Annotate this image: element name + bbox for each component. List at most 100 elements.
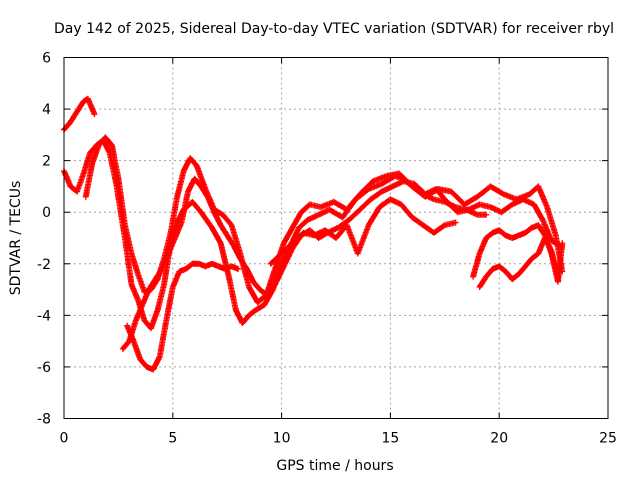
plot-frame (63, 57, 609, 419)
y-tick-label: -8 (37, 412, 51, 428)
y-tick-label: 2 (42, 154, 51, 170)
data-point-markers (158, 251, 171, 272)
data-point-markers (139, 288, 152, 308)
data-point-markers (246, 284, 260, 305)
data-point-markers (476, 236, 489, 257)
data-point-markers (115, 175, 128, 227)
data-point-markers (296, 217, 310, 231)
data-point-markers (156, 319, 169, 360)
data-point-markers (128, 250, 141, 276)
data-point-markers (193, 162, 208, 191)
data-point-markers (145, 277, 158, 293)
data-point-markers (528, 251, 541, 262)
data-point-markers (461, 194, 480, 208)
data-point-markers (228, 222, 243, 255)
data-point-markers (378, 184, 395, 195)
x-tick-label: 25 (599, 431, 617, 447)
series-arc-4 (119, 175, 564, 352)
data-point-marker (452, 219, 459, 226)
chart-title: Day 142 of 2025, Sidereal Day-to-day VTE… (54, 21, 614, 37)
data-point-markers (163, 285, 176, 324)
data-point-markers (154, 282, 167, 314)
data-point-markers (211, 209, 223, 227)
data-point-markers (535, 183, 550, 209)
data-point-markers (343, 192, 362, 213)
data-point-markers (119, 339, 132, 352)
data-point-markers (82, 161, 95, 200)
data-point-markers (74, 99, 86, 115)
series-arc-1 (61, 95, 98, 133)
data-point-markers (252, 302, 266, 314)
x-tick-label: 10 (273, 431, 291, 447)
data-point-markers (470, 251, 483, 280)
data-point-markers (535, 222, 548, 238)
data-point-markers (354, 223, 372, 257)
data-point-markers (237, 255, 249, 271)
data-point-markers (84, 95, 97, 116)
data-point-markers (498, 202, 514, 216)
data-point-markers (496, 263, 508, 274)
data-point-markers (250, 278, 262, 292)
data-point-markers (80, 151, 93, 177)
data-point-markers (544, 204, 559, 237)
data-point-markers (356, 179, 375, 198)
data-point-markers (152, 267, 165, 283)
data-point-markers (487, 183, 506, 197)
data-point-markers (387, 196, 403, 207)
data-point-markers (289, 230, 306, 247)
y-tick-label: -4 (37, 308, 51, 324)
y-tick-label: 0 (42, 205, 51, 221)
data-point-markers (148, 308, 160, 332)
data-point-marker (235, 265, 242, 272)
series-arc-8 (470, 222, 566, 285)
data-point-markers (280, 246, 295, 270)
data-point-markers (135, 271, 147, 294)
data-point-markers (356, 197, 373, 213)
data-point-markers (74, 172, 86, 195)
data-point-markers (433, 186, 449, 204)
series-arc-5 (124, 260, 242, 373)
data-point-markers (185, 177, 197, 195)
axes: 0 5 10 15 20 25 -8 -6 -4 -2 0 2 4 6 (37, 51, 617, 447)
data-point-markers (108, 142, 122, 181)
data-point-markers (102, 134, 114, 148)
data-point-markers (226, 276, 239, 312)
data-point-markers (67, 109, 80, 125)
data-point-markers (121, 222, 135, 255)
data-point-markers (335, 217, 351, 231)
data-point-markers (483, 267, 495, 280)
data-point-markers (541, 232, 554, 255)
data-point-markers (326, 206, 345, 220)
data-point-markers (217, 222, 230, 238)
x-tick-label: 0 (60, 431, 69, 447)
y-tick-label: 6 (42, 51, 51, 67)
data-point-markers (263, 282, 278, 298)
data-point-markers (398, 201, 415, 220)
data-point-markers (224, 232, 236, 248)
data-point-markers (232, 307, 245, 325)
data-point-markers (106, 149, 119, 186)
x-tick-label: 15 (381, 431, 399, 447)
data-point-markers (239, 313, 251, 327)
data-point-markers (178, 190, 191, 226)
data-point-markers (280, 226, 295, 247)
data-point-markers (267, 251, 284, 267)
x-tick-label: 5 (168, 431, 177, 447)
series-arc-6 (267, 196, 459, 267)
data-point-markers (128, 281, 141, 302)
data-point-markers (209, 224, 223, 245)
data-point-markers (121, 235, 135, 286)
data-point-markers (150, 354, 163, 373)
x-tick-label: 20 (490, 431, 508, 447)
data-point-markers (333, 223, 349, 241)
data-point-markers (217, 240, 232, 281)
data-point-markers (89, 143, 102, 167)
data-point-markers (137, 356, 149, 369)
data-point-markers (191, 175, 204, 189)
data-point-markers (165, 236, 178, 257)
y-axis-label: SDTVAR / TECUs (8, 181, 24, 296)
data-point-markers (476, 275, 489, 290)
data-point-markers (346, 207, 362, 223)
data-point-markers (219, 211, 234, 227)
